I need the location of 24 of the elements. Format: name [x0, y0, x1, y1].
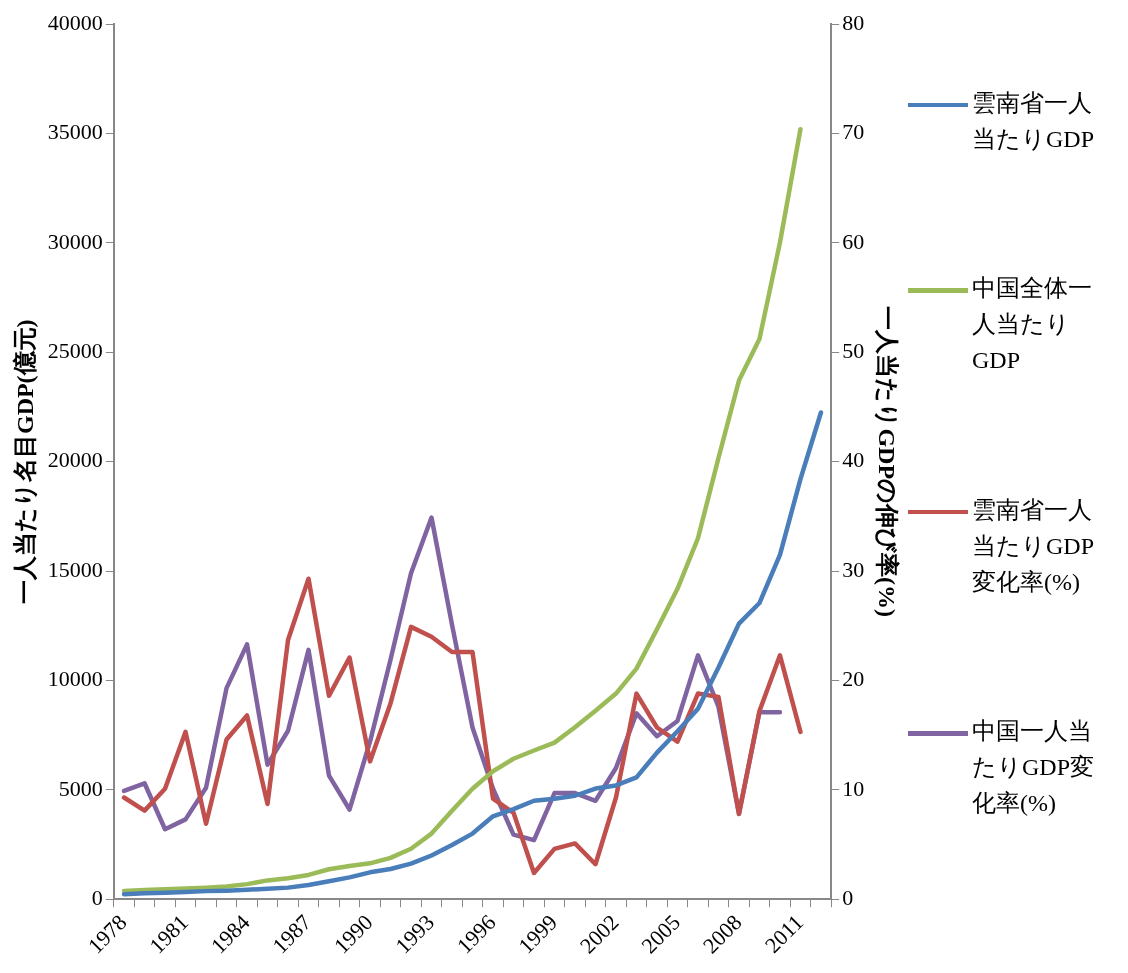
legend-label: 雲南省一人当たりGDP変化率(%) — [972, 495, 1095, 597]
y-tick-label: 40000 — [47, 9, 103, 35]
y2-tick-label: 30 — [842, 556, 865, 582]
y-tick-label: 10000 — [47, 666, 103, 692]
y-axis-title: 一人当たり名目GDP(億元) — [11, 319, 38, 605]
y2-tick-label: 60 — [842, 228, 865, 254]
y-tick-label: 30000 — [47, 228, 103, 254]
y-tick-label: 20000 — [47, 447, 103, 473]
y-tick-label: 5000 — [58, 775, 103, 801]
legend-label: 雲南省一人当たりGDP — [972, 88, 1095, 154]
y2-tick-label: 80 — [842, 9, 865, 35]
y2-tick-label: 50 — [842, 338, 865, 364]
y2-tick-label: 20 — [842, 666, 865, 692]
legend-label: 中国全体一人当たりGDP — [972, 274, 1093, 376]
y2-tick-label: 0 — [842, 885, 854, 910]
y2-axis-title: 一人当たりGDPの伸び率(%) — [874, 306, 901, 618]
y-tick-label: 0 — [91, 885, 103, 910]
y2-tick-label: 40 — [842, 447, 865, 473]
y-tick-label: 35000 — [47, 119, 103, 145]
y2-tick-label: 70 — [842, 119, 865, 145]
y-tick-label: 15000 — [47, 556, 103, 582]
y-tick-label: 25000 — [47, 338, 103, 364]
legend-label: 中国一人当たりGDP変化率(%) — [972, 717, 1095, 819]
y2-tick-label: 10 — [842, 775, 865, 801]
